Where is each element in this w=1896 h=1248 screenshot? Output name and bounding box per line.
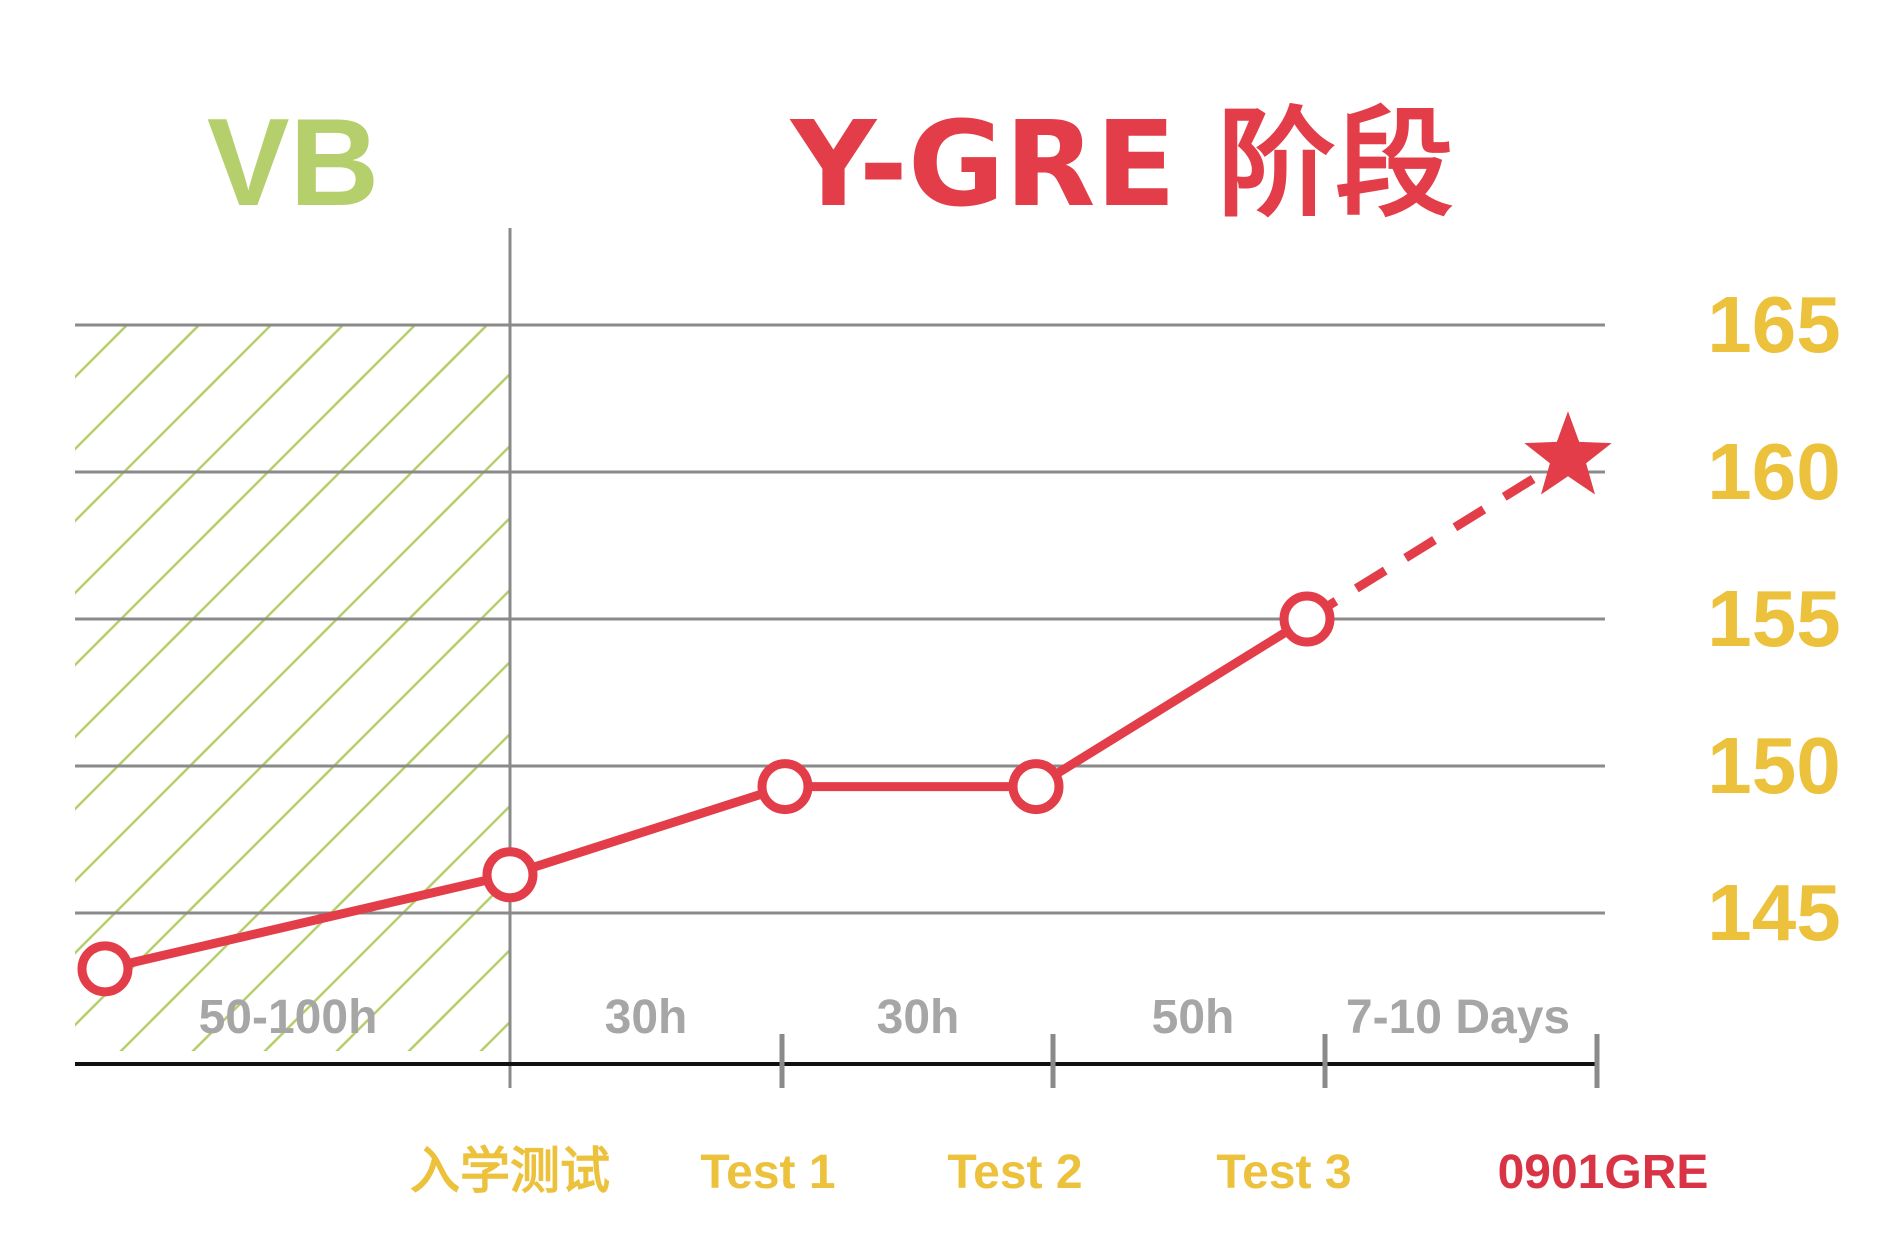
y-tick-label: 155 <box>1707 574 1840 663</box>
y-tick-label: 165 <box>1707 280 1840 369</box>
hatch-line <box>75 325 201 451</box>
projection-dashed-line <box>1304 453 1571 623</box>
duration-label: 50h <box>1152 991 1235 1044</box>
duration-labels: 50-100h 30h 30h 50h 7-10 Days <box>199 991 1570 1044</box>
score-series <box>77 411 1612 997</box>
milestone-label: Test 2 <box>947 1146 1082 1199</box>
hatch-line <box>407 948 510 1051</box>
milestone-label: 入学测试 <box>410 1142 610 1200</box>
vb-hatched-region <box>0 300 510 1080</box>
hatch-line <box>75 372 510 811</box>
y-tick-label: 145 <box>1707 868 1840 957</box>
hatch-line <box>191 732 510 1051</box>
vb-phase-label: VB <box>207 94 379 232</box>
duration-label: 50-100h <box>199 991 378 1044</box>
data-point-marker <box>77 941 133 997</box>
y-tick-labels: 145 150 155 160 165 <box>1707 280 1840 957</box>
y-tick-label: 150 <box>1707 721 1840 810</box>
data-point-marker <box>1279 591 1335 647</box>
milestone-label: Test 1 <box>700 1146 835 1199</box>
hatch-line <box>335 876 510 1051</box>
hatch-line <box>119 660 510 1051</box>
data-point-marker <box>482 847 538 903</box>
milestone-label: Test 3 <box>1216 1146 1351 1199</box>
hatch-line <box>75 325 417 667</box>
hatch-line <box>263 804 510 1051</box>
hatch-line <box>75 325 489 739</box>
data-point-marker <box>757 759 813 815</box>
duration-label: 7-10 Days <box>1346 991 1570 1044</box>
hatch-line <box>75 516 510 955</box>
hatch-line <box>75 325 345 595</box>
ygre-phase-label: Y-GRE 阶段 <box>789 95 1453 233</box>
y-tick-label: 160 <box>1707 427 1840 516</box>
data-point-marker <box>1008 759 1064 815</box>
hatch-line <box>479 1020 510 1051</box>
hatch-line <box>75 325 273 523</box>
gridlines <box>75 323 1605 915</box>
hatch-line <box>75 444 510 883</box>
hatch-line <box>0 300 80 1080</box>
milestone-labels: 入学测试 Test 1 Test 2 Test 3 0901GRE <box>410 1142 1708 1200</box>
hatch-line <box>75 588 510 1027</box>
target-star-marker <box>1524 411 1612 495</box>
x-axis-ticks <box>779 1034 1600 1088</box>
duration-label: 30h <box>605 991 688 1044</box>
duration-label: 30h <box>877 991 960 1044</box>
final-milestone-label: 0901GRE <box>1498 1146 1709 1199</box>
